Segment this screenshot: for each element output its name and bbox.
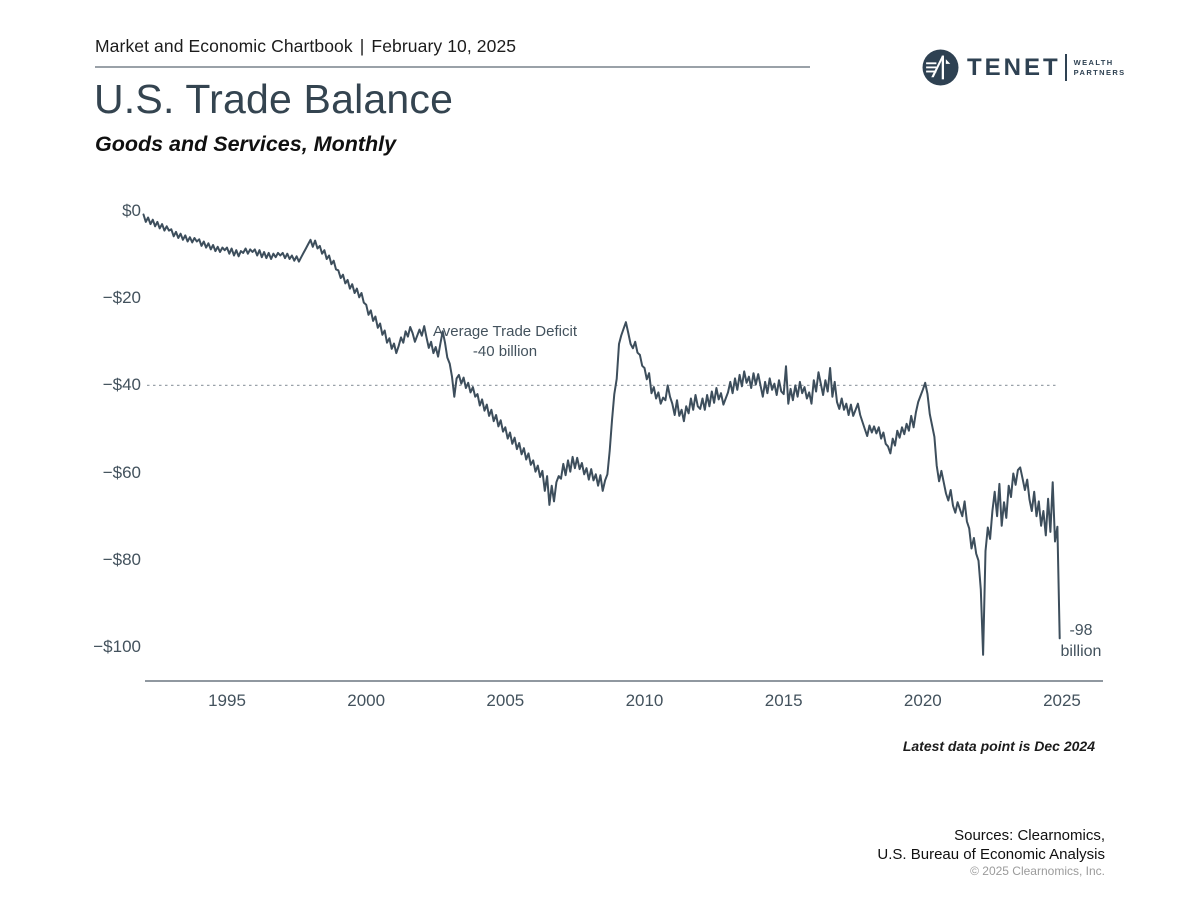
sources-line2: U.S. Bureau of Economic Analysis: [877, 845, 1105, 863]
y-axis-tick-label: −$60: [102, 462, 141, 482]
y-axis-tick-label: $0: [122, 201, 141, 220]
chartbook-label: Market and Economic Chartbook: [95, 36, 353, 56]
y-axis-tick-label: −$20: [102, 288, 141, 308]
header-separator: |: [359, 36, 365, 56]
average-deficit-annotation-line1: Average Trade Deficit: [433, 323, 577, 340]
sources-line1: Sources: Clearnomics,: [954, 827, 1105, 844]
average-deficit-annotation-line2: -40 billion: [472, 342, 538, 360]
logo-wordmark: TENET: [967, 53, 1061, 81]
y-axis-tick-label: −$40: [102, 375, 141, 395]
x-axis-tick-label: 2015: [764, 691, 803, 710]
chartbook-header: Market and Economic Chartbook | February 1…: [95, 36, 516, 57]
x-axis-tick-label: 2005: [486, 691, 525, 710]
logo-divider: [1064, 54, 1067, 81]
x-axis-tick-label: 2025: [1043, 691, 1081, 710]
x-axis-tick-label: 2010: [625, 691, 664, 710]
y-axis-tick-label: −$80: [102, 549, 141, 569]
page-title: U.S. Trade Balance: [94, 76, 454, 122]
header-date: February 10, 2025: [371, 36, 517, 56]
trade-balance-line: [142, 213, 1061, 656]
header-divider-rule: [95, 66, 810, 68]
average-deficit-annotation: Average Trade Deficit -40 billion: [423, 322, 587, 361]
latest-data-footnote: Latest data point is Dec 2024: [902, 738, 1095, 754]
logo-sub-partners: PARTNERS: [1073, 67, 1126, 77]
tenet-logo: TENET WEALTH PARTNERS: [922, 49, 1126, 86]
logo-sub-wealth: WEALTH: [1073, 57, 1114, 67]
latest-value-unit: billion: [1060, 642, 1102, 660]
y-axis-tick-label: −$100: [93, 637, 141, 656]
latest-value-label: -98 billion: [1040, 621, 1122, 662]
x-axis-tick-label: 1995: [208, 691, 246, 710]
x-axis-tick-label: 2000: [347, 691, 386, 710]
latest-value-number: -98: [1069, 622, 1093, 639]
x-axis-tick-label: 2020: [903, 691, 942, 710]
page-subtitle: Goods and Services, Monthly: [95, 132, 397, 156]
sources-text: Sources: Clearnomics, U.S. Bureau of Eco…: [877, 827, 1105, 864]
tenet-sail-icon: [922, 49, 959, 86]
copyright-text: © 2025 Clearnomics, Inc.: [970, 864, 1105, 878]
